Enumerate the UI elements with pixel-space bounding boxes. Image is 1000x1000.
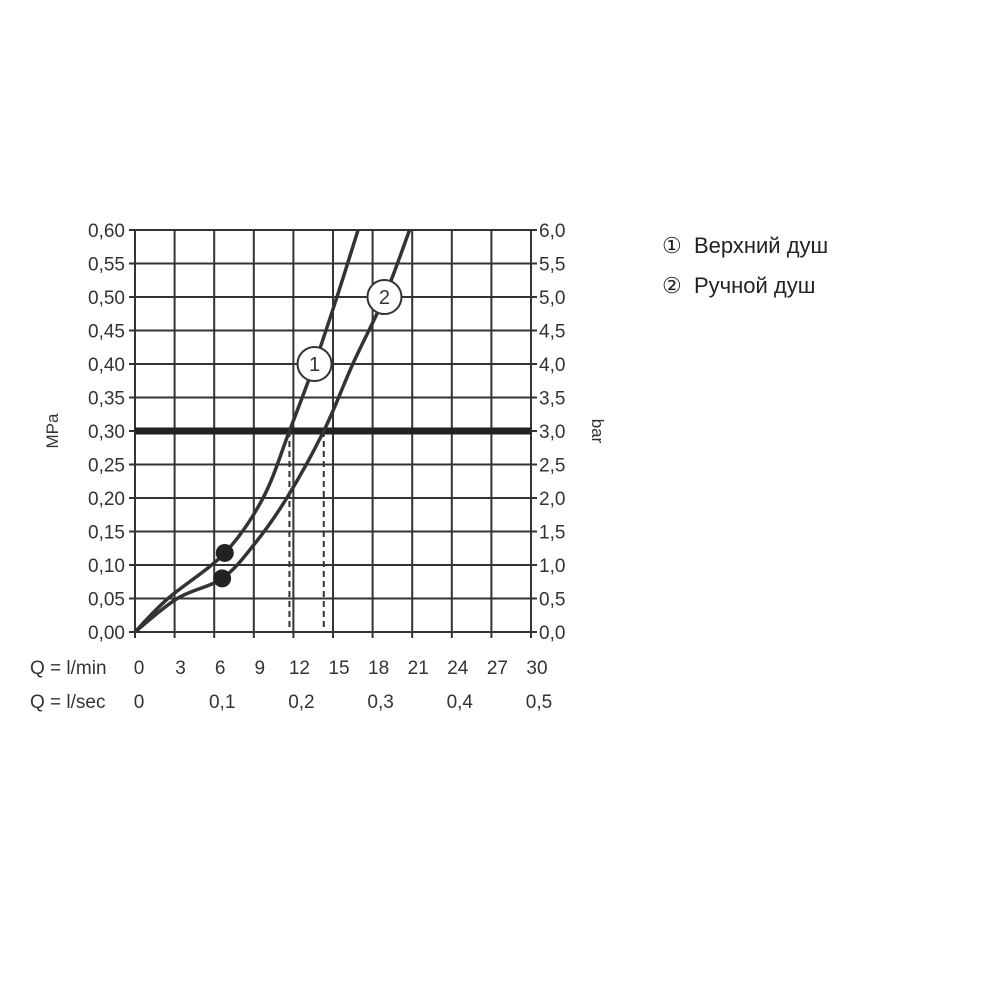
x-axis-label: Q = l/min <box>30 658 107 679</box>
legend-item-2: ② Ручной душ <box>662 273 816 298</box>
y2-tick-label: 0,0 <box>539 623 565 644</box>
x2-tick-label: 0,4 <box>447 692 474 713</box>
y2-tick-label: 2,0 <box>539 489 565 510</box>
y-tick-label: 0,60 <box>88 221 125 242</box>
y-tick-label: 0,20 <box>88 489 125 510</box>
series-label-circle-1 <box>296 346 333 382</box>
x2-tick-label: 0,2 <box>288 692 314 713</box>
y-tick-label: 0,55 <box>88 255 125 276</box>
y2-tick-label: 0,5 <box>539 590 565 611</box>
y-tick-label: 0,30 <box>88 422 125 443</box>
y2-tick-label: 1,0 <box>539 556 565 577</box>
y-tick-label: 0,15 <box>88 523 125 544</box>
legend-item-1: ① Верхний душ <box>662 233 829 258</box>
series-label-1: 1 <box>309 354 320 376</box>
x2-tick-label: 0,1 <box>209 692 235 713</box>
x-tick-label: 0 <box>134 658 145 679</box>
y2-axis-label: bar <box>588 419 607 444</box>
y2-tick-label: 3,0 <box>539 422 565 443</box>
y-tick-label: 0,10 <box>88 556 125 577</box>
series-marker-2 <box>213 569 232 588</box>
y-tick-label: 0,25 <box>88 456 125 477</box>
y-tick-label: 0,40 <box>88 355 125 376</box>
series-marker-1 <box>215 543 234 562</box>
x2-axis-label: Q = l/sec <box>30 692 106 713</box>
y-tick-label: 0,35 <box>88 389 125 410</box>
y2-tick-label: 1,5 <box>539 523 565 544</box>
x-tick-label: 9 <box>255 658 266 679</box>
x-tick-label: 6 <box>215 658 226 679</box>
y2-tick-label: 6,0 <box>539 221 565 242</box>
y-tick-label: 0,45 <box>88 322 125 343</box>
x2-tick-label: 0,5 <box>526 692 552 713</box>
x-tick-label: 24 <box>447 658 469 679</box>
y2-tick-label: 5,5 <box>539 255 565 276</box>
y2-tick-label: 5,0 <box>539 288 565 309</box>
x2-tick-label: 0,3 <box>367 692 393 713</box>
x-tick-label: 3 <box>175 658 186 679</box>
x-tick-label: 21 <box>408 658 429 679</box>
series-label-2: 2 <box>379 287 390 309</box>
series-label-circle-2 <box>366 279 403 315</box>
series-line-1 <box>133 229 360 634</box>
x-tick-label: 30 <box>526 658 547 679</box>
y-tick-label: 0,50 <box>88 288 125 309</box>
y2-tick-label: 4,0 <box>539 355 565 376</box>
x-tick-label: 27 <box>487 658 508 679</box>
x-tick-label: 15 <box>328 658 349 679</box>
y2-tick-label: 4,5 <box>539 322 565 343</box>
y-tick-label: 0,00 <box>88 623 125 644</box>
x-tick-label: 12 <box>289 658 310 679</box>
y2-tick-label: 3,5 <box>539 389 565 410</box>
y-axis-label: MPa <box>43 413 62 449</box>
y-tick-label: 0,05 <box>88 590 125 611</box>
x-tick-label: 18 <box>368 658 389 679</box>
y2-tick-label: 2,5 <box>539 456 565 477</box>
legend: ① Верхний душ ② Ручной душ <box>662 226 828 306</box>
x2-tick-label: 0 <box>134 692 145 713</box>
